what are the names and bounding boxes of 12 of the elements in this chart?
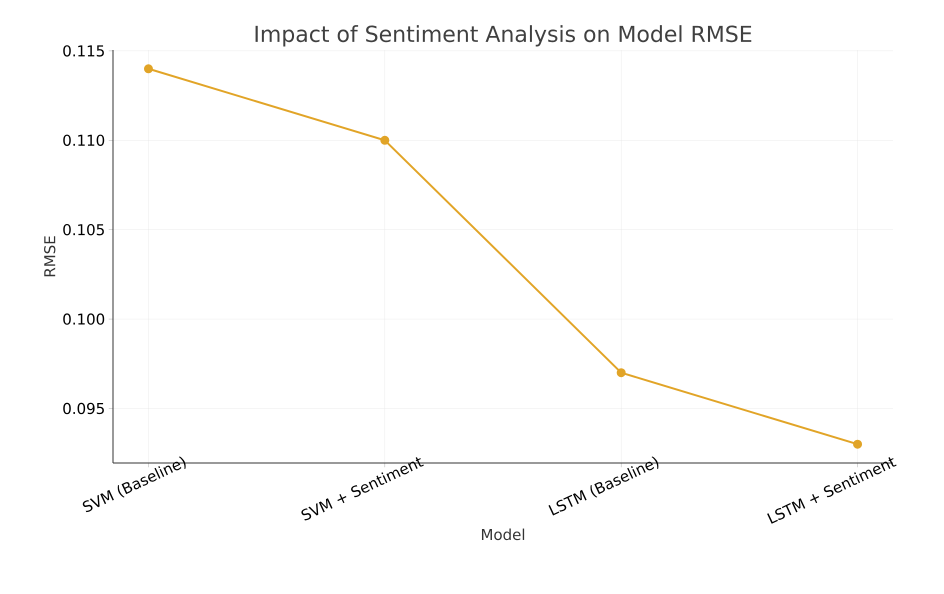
point: [616, 368, 626, 378]
y-tick-label: 0.115: [63, 45, 104, 57]
y-tick-label: 0.095: [63, 402, 104, 414]
y-tick-label: 0.105: [63, 224, 104, 236]
y-tick-label: 0.110: [63, 134, 104, 146]
y-axis-title: RMSE: [44, 236, 56, 276]
y-tick-label: 0.100: [63, 313, 104, 325]
point: [853, 440, 862, 449]
x-axis-title: Model: [482, 528, 524, 540]
point: [144, 64, 153, 74]
point: [380, 136, 390, 145]
chart-title: Impact of Sentiment Analysis on Model RMSE: [256, 25, 752, 46]
